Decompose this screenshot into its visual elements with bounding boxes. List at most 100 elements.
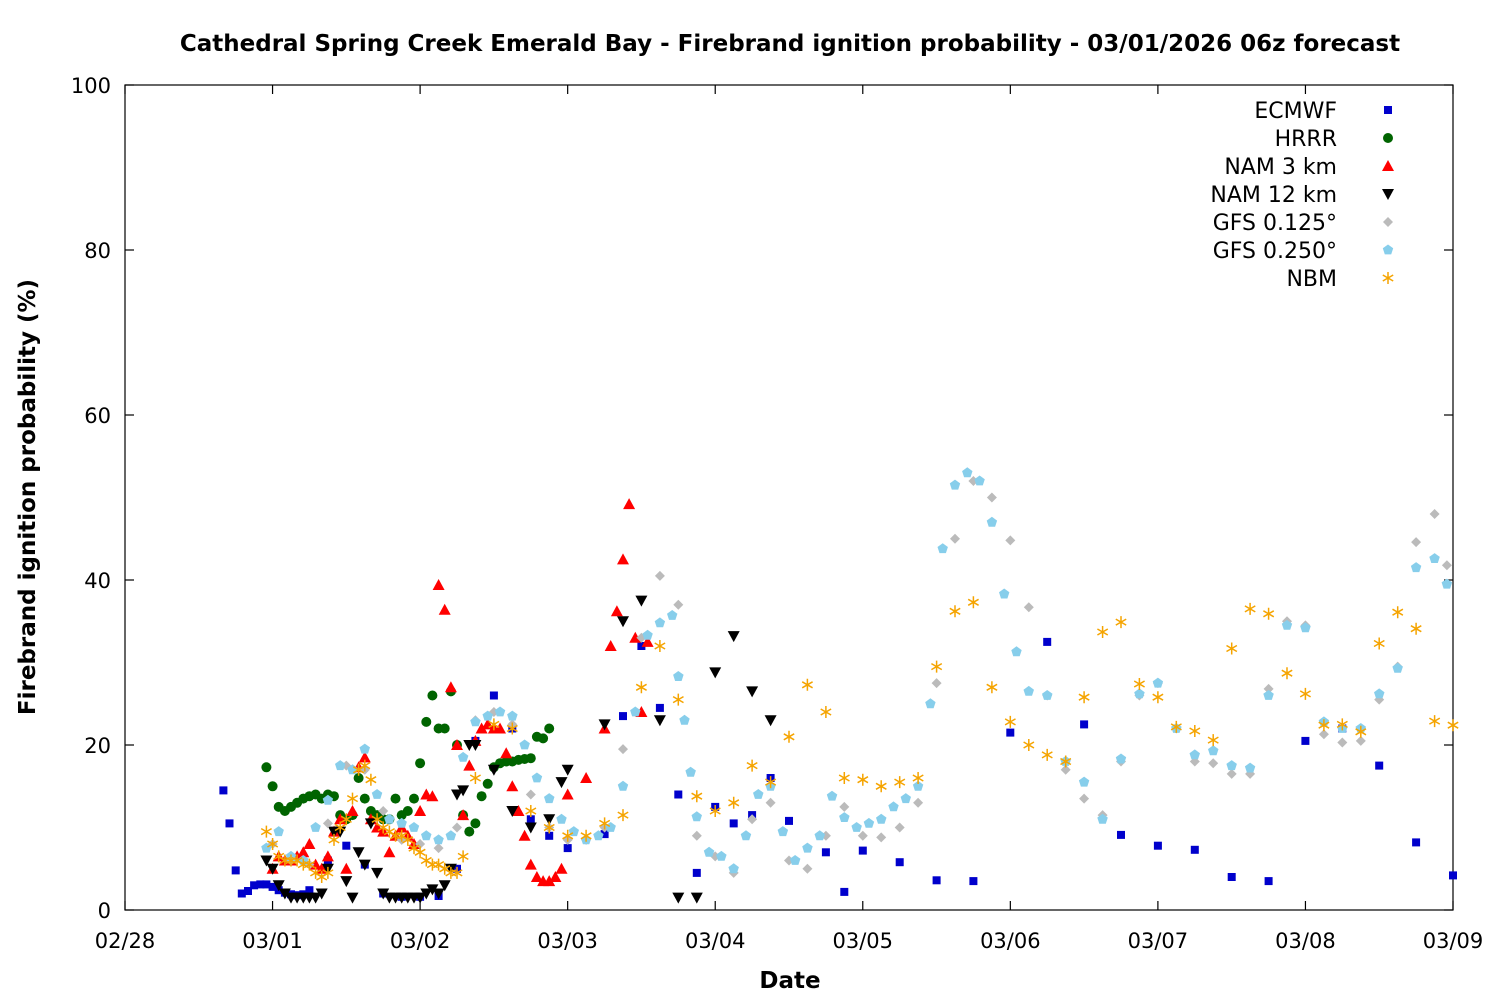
x-axis: 02/28 03/01 03/02 03/03 03/04 03/05 03/06 03/07… (95, 85, 1483, 953)
data-point (494, 722, 506, 734)
data-point (414, 805, 427, 816)
data-point (261, 842, 272, 853)
data-point (352, 847, 365, 859)
data-point (729, 819, 738, 828)
data-point (426, 790, 439, 802)
data-point (1441, 560, 1452, 571)
data-point (426, 884, 439, 896)
data-point (457, 809, 470, 821)
data-point (457, 751, 469, 762)
data-point (894, 776, 906, 789)
data-point (623, 498, 636, 510)
data-point (237, 889, 246, 898)
data-point (598, 719, 611, 731)
data-point (1041, 748, 1053, 761)
data-point (512, 805, 525, 816)
data-point (912, 772, 924, 784)
plot-area (124, 84, 1454, 911)
data-point (1133, 678, 1145, 690)
data-point (913, 797, 924, 808)
data-point (530, 871, 543, 882)
data-point (273, 826, 284, 837)
data-point (1318, 729, 1329, 740)
data-point (728, 863, 739, 874)
data-point (487, 764, 500, 776)
data-point (334, 821, 346, 834)
data-point (894, 822, 905, 833)
data-point (1226, 768, 1237, 779)
data-point (1447, 719, 1459, 732)
data-point (556, 813, 567, 824)
data-point (538, 733, 549, 744)
data-point (322, 794, 334, 805)
data-point (1208, 745, 1219, 756)
data-point (840, 887, 849, 896)
data-point (420, 854, 432, 867)
data-point (765, 797, 776, 808)
data-point (328, 833, 340, 846)
data-point (1097, 626, 1109, 638)
data-point (863, 817, 875, 828)
data-point (653, 715, 666, 727)
data-point (544, 793, 555, 804)
x-tick-label: 03/02 (390, 929, 451, 953)
data-point (655, 703, 664, 712)
data-point (545, 831, 554, 840)
data-point (764, 715, 777, 727)
data-point (949, 605, 961, 618)
data-point (432, 579, 445, 590)
data-point (463, 759, 476, 771)
data-point (1441, 578, 1453, 589)
data-point (433, 858, 445, 871)
legend-marker (1382, 272, 1394, 284)
data-point (408, 822, 420, 832)
y-tick-label: 80 (84, 239, 111, 263)
data-point (1373, 637, 1385, 650)
data-point (1043, 637, 1052, 646)
data-point (838, 772, 850, 784)
data-point (1449, 871, 1457, 880)
data-point (629, 631, 642, 643)
data-point (297, 846, 310, 858)
data-point (747, 814, 758, 825)
data-point (561, 764, 574, 776)
data-point (673, 599, 684, 610)
data-point (1226, 760, 1237, 771)
data-point (1023, 602, 1034, 613)
data-point (1299, 687, 1311, 700)
data-point (654, 570, 665, 581)
data-point (1079, 793, 1090, 804)
data-point (1263, 683, 1274, 694)
x-tick-label: 03/08 (1275, 929, 1336, 953)
data-point (1337, 737, 1348, 748)
data-point (470, 818, 481, 829)
data-point (691, 830, 702, 841)
data-point (1429, 509, 1440, 519)
data-point (986, 492, 997, 503)
data-point (1011, 646, 1022, 657)
data-point (1115, 616, 1127, 629)
data-point (1392, 606, 1404, 619)
data-point (1115, 753, 1127, 764)
data-point (414, 846, 426, 859)
legend-marker (1383, 133, 1393, 143)
data-point (801, 678, 813, 691)
data-point (1375, 761, 1384, 770)
data-point (278, 888, 291, 900)
data-point (1281, 619, 1293, 630)
data-point (377, 888, 390, 900)
data-point (451, 866, 463, 879)
data-point (1263, 607, 1275, 620)
data-point (378, 806, 389, 816)
data-point (691, 790, 703, 803)
data-point (839, 812, 850, 822)
data-point (525, 789, 536, 800)
data-point (637, 642, 646, 650)
data-point (543, 875, 556, 887)
data-point (1060, 755, 1072, 768)
data-point (950, 533, 960, 544)
data-point (974, 475, 985, 486)
legend-label: HRRR (1275, 127, 1337, 152)
data-point (506, 806, 519, 817)
